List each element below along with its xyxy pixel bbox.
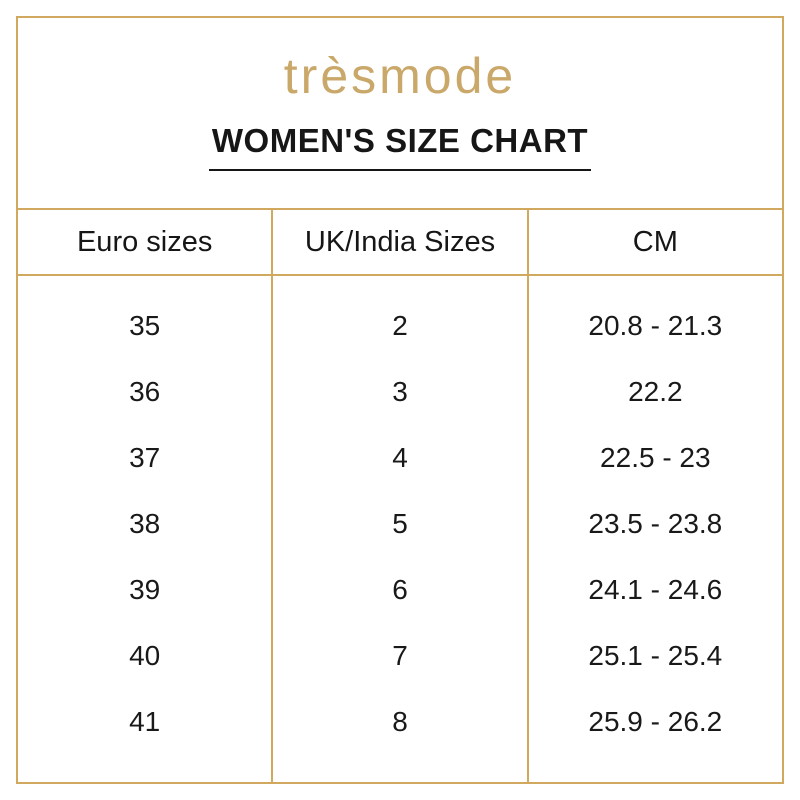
column-header-euro-sizes: Euro sizes xyxy=(18,210,272,276)
table-cell: 39 xyxy=(129,574,161,605)
size-table: Euro sizes 35 36 37 38 39 40 41 UK/India… xyxy=(18,208,782,782)
table-column-uk-india-sizes: UK/India Sizes 2 3 4 5 6 7 8 xyxy=(271,210,527,782)
table-cell: 25.1 - 25.4 xyxy=(588,640,723,671)
column-body-uk-india-sizes: 2 3 4 5 6 7 8 xyxy=(273,276,526,755)
table-cell: 3 xyxy=(392,376,408,407)
table-cell: 5 xyxy=(392,508,408,539)
table-cell: 25.9 - 26.2 xyxy=(588,706,723,737)
table-cell: 40 xyxy=(129,640,161,671)
table-cell: 8 xyxy=(392,706,408,737)
brand-logo: trèsmode xyxy=(283,48,517,104)
table-cell: 6 xyxy=(392,574,408,605)
column-body-euro-sizes: 35 36 37 38 39 40 41 xyxy=(18,276,271,755)
table-cell: 41 xyxy=(129,706,161,737)
table-cell: 4 xyxy=(392,442,408,473)
table-cell: 20.8 - 21.3 xyxy=(588,310,723,341)
brand-header: trèsmode WOMEN'S SIZE CHART xyxy=(18,18,782,208)
table-cell: 36 xyxy=(129,376,161,407)
column-header-uk-india-sizes: UK/India Sizes xyxy=(273,210,527,276)
page-frame: trèsmode WOMEN'S SIZE CHART Euro sizes 3… xyxy=(16,16,784,784)
table-cell: 7 xyxy=(392,640,408,671)
page-title: WOMEN'S SIZE CHART xyxy=(208,121,592,172)
table-cell: 24.1 - 24.6 xyxy=(588,574,723,605)
table-cell: 22.5 - 23 xyxy=(600,442,711,473)
column-body-cm: 20.8 - 21.3 22.2 22.5 - 23 23.5 - 23.8 2… xyxy=(529,276,782,755)
table-cell: 22.2 xyxy=(628,376,683,407)
table-cell: 23.5 - 23.8 xyxy=(588,508,723,539)
table-cell: 37 xyxy=(129,442,161,473)
table-cell: 35 xyxy=(129,310,161,341)
table-column-cm: CM 20.8 - 21.3 22.2 22.5 - 23 23.5 - 23.… xyxy=(526,210,782,782)
table-column-euro-sizes: Euro sizes 35 36 37 38 39 40 41 xyxy=(18,210,272,782)
table-cell: 38 xyxy=(129,508,161,539)
table-cell: 2 xyxy=(392,310,408,341)
column-header-cm: CM xyxy=(528,210,782,276)
